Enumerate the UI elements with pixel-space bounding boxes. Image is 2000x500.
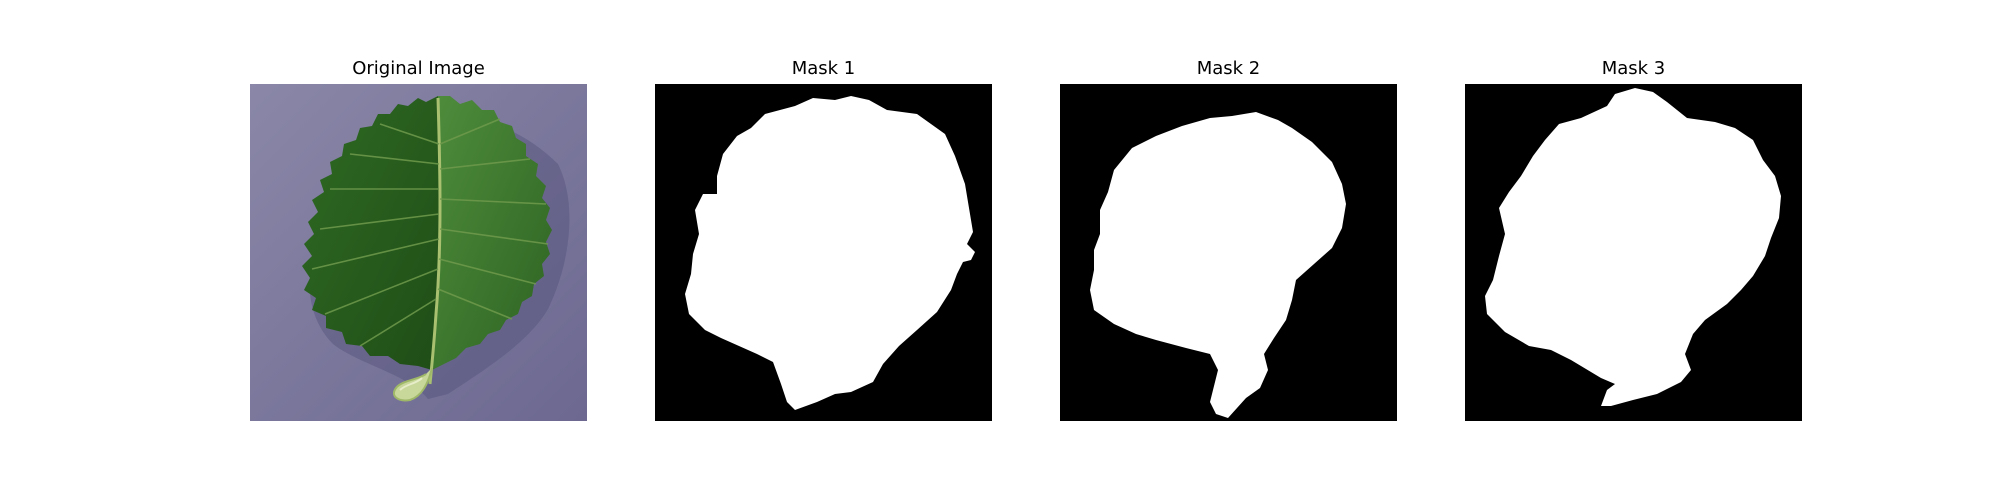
mask-1-image	[655, 84, 992, 421]
panel-title: Original Image	[352, 58, 485, 79]
mask-1-panel: Mask 1	[655, 56, 992, 421]
mask-1-region	[685, 96, 975, 410]
leaf-photo	[250, 84, 587, 421]
leaf-left-half	[302, 96, 440, 370]
mask-2-region	[1090, 112, 1346, 418]
panel-title: Mask 2	[1196, 58, 1261, 79]
mask-2-panel: Mask 2	[1060, 56, 1397, 421]
original-image-panel: Original Image	[250, 56, 587, 421]
panel-title: Mask 3	[1601, 58, 1666, 79]
mask-3-panel: Mask 3	[1465, 56, 1802, 421]
mask-2-image	[1060, 84, 1397, 421]
leaf-veins	[311, 118, 549, 347]
mask-3-region	[1485, 88, 1781, 406]
panel-title: Mask 1	[791, 58, 856, 79]
leaf-right-half	[432, 96, 552, 370]
mask-3-image	[1465, 84, 1802, 421]
leaf-midrib	[428, 97, 442, 385]
